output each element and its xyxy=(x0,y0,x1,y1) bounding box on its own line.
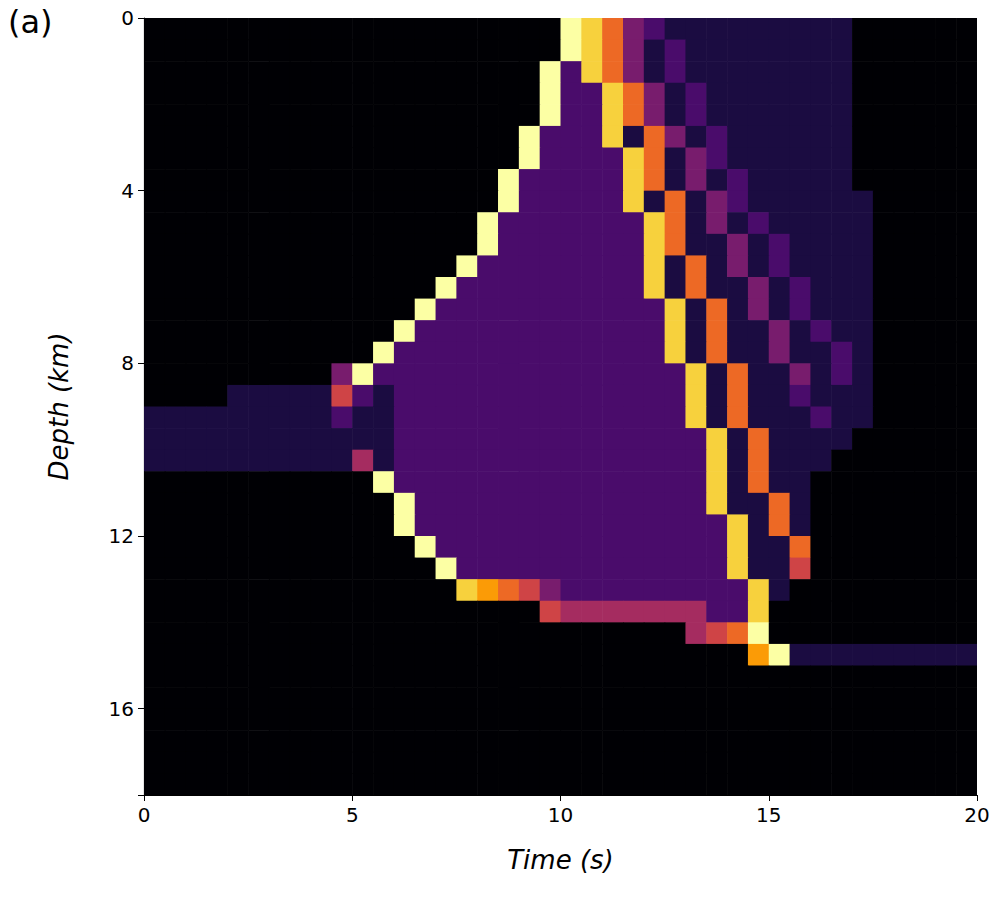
svg-text:0: 0 xyxy=(121,6,134,30)
svg-text:8: 8 xyxy=(121,351,134,375)
svg-text:10: 10 xyxy=(548,803,573,827)
svg-text:Depth (km): Depth (km) xyxy=(44,332,74,480)
svg-text:0: 0 xyxy=(138,803,151,827)
svg-text:4: 4 xyxy=(121,179,134,203)
svg-text:(a): (a) xyxy=(8,3,53,41)
svg-text:5: 5 xyxy=(346,803,359,827)
svg-text:20: 20 xyxy=(964,803,989,827)
svg-text:15: 15 xyxy=(756,803,781,827)
svg-text:12: 12 xyxy=(109,524,134,548)
svg-text:Time (s): Time (s) xyxy=(507,845,614,875)
svg-text:16: 16 xyxy=(109,697,134,721)
